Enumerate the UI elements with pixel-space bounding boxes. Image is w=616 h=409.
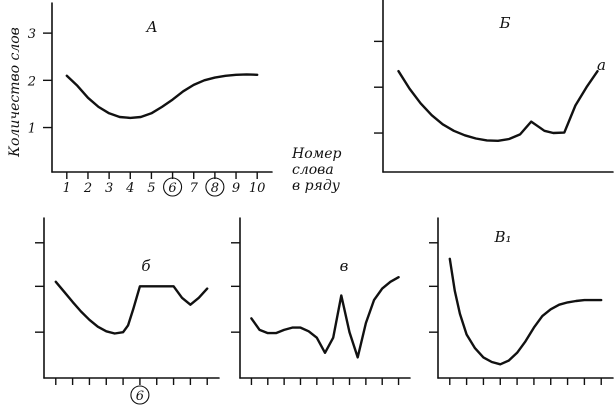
- x-tick-label: 5: [147, 181, 155, 196]
- chart-panel-2: Ба: [374, 0, 614, 173]
- circled-tick-marker: [163, 177, 183, 197]
- x-tick-label: 9: [232, 181, 240, 196]
- chart-panel-4: в: [231, 217, 411, 385]
- chart-panel-3: 6б: [35, 217, 220, 405]
- y-tick-label: 2: [27, 74, 36, 89]
- circled-tick-marker: [130, 385, 150, 405]
- x-tick-label: 10: [249, 181, 266, 196]
- circled-tick-marker: [205, 177, 225, 197]
- series-line: [54, 280, 209, 335]
- x-tick-label: 2: [83, 181, 92, 196]
- panel-title: в: [340, 257, 349, 275]
- x-axis-label: в ряду: [292, 178, 341, 194]
- panel-title: В₁: [493, 228, 511, 246]
- panel-title: А: [145, 18, 157, 36]
- panel-title: б: [141, 257, 151, 275]
- x-tick-label: 6: [168, 181, 176, 196]
- x-tick-label: 3: [105, 181, 113, 196]
- chart-panel-5: В₁: [429, 217, 614, 385]
- y-tick-label: 1: [28, 122, 36, 137]
- x-tick-label: 6: [136, 389, 144, 404]
- series-line: [397, 69, 599, 143]
- y-tick-label: 3: [28, 27, 36, 42]
- x-axis-label: Номер: [291, 146, 342, 162]
- series-line: [448, 257, 603, 366]
- y-axis-label: Количество слов: [7, 27, 23, 158]
- curve-label: а: [597, 56, 606, 74]
- x-axis-label: слова: [292, 162, 334, 178]
- x-tick-label: 4: [125, 181, 134, 196]
- panel-title: Б: [498, 14, 510, 32]
- x-tick-label: 1: [63, 181, 71, 196]
- x-tick-label: 7: [190, 181, 199, 196]
- x-tick-label: 8: [211, 181, 219, 196]
- series-line: [250, 276, 400, 359]
- series-line: [65, 73, 259, 120]
